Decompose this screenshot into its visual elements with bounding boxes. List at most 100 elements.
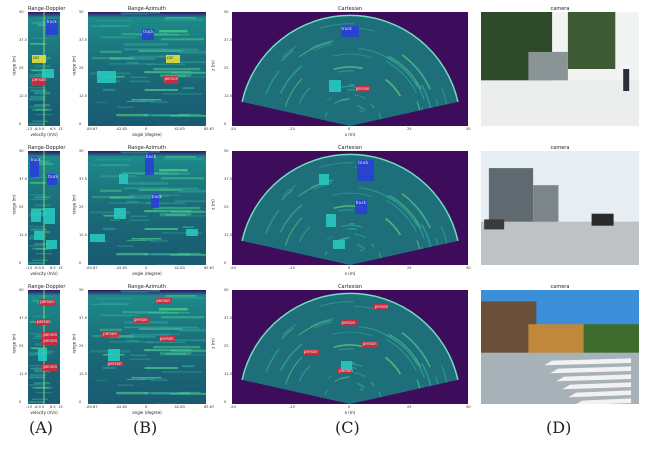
- detection-label: truck: [151, 194, 162, 200]
- y-tick-label: 50: [19, 10, 24, 14]
- y-axis-label: range (m): [11, 194, 17, 215]
- x-axis-label: angle (degree): [132, 410, 162, 415]
- x-tick-label: -42.83: [115, 405, 128, 409]
- detection-label: person: [43, 337, 58, 343]
- y-tick-label: 37.5: [224, 177, 233, 181]
- plot-area: truck truck: [232, 151, 468, 265]
- panel-title: Range-Azimuth: [127, 284, 167, 290]
- heatmap-texture: [28, 290, 60, 404]
- y-axis-label: range (m): [71, 194, 77, 215]
- x-tick-label: -85.67: [86, 266, 98, 270]
- panel-c-row-1: Cartesian truck person 50 37.5 25 12.5 0 -50 -25 0…: [211, 6, 472, 146]
- panel-a-row-2: Range-Doppler truck truck 50 37.5 25 12.5 0 -13-…: [10, 145, 65, 285]
- detection-label: person: [164, 75, 179, 81]
- detection-box: [45, 239, 57, 250]
- x-tick-label: -6.5: [34, 266, 42, 270]
- detection-label: truck: [358, 160, 369, 166]
- x-tick-label: 85.67: [204, 405, 215, 409]
- detection-label: person: [156, 297, 170, 303]
- detection-label: person: [107, 360, 122, 366]
- detection-box: truck: [144, 154, 156, 175]
- detection-box: [31, 210, 41, 222]
- x-tick-label: 6.5: [50, 266, 56, 270]
- detection-box: [42, 69, 54, 79]
- y-tick-label: 37.5: [79, 316, 88, 320]
- detection-box: truck: [357, 160, 374, 181]
- y-tick-label: 12.5: [79, 233, 88, 237]
- x-tick-label: -13: [26, 127, 32, 131]
- detection-box: person: [340, 319, 358, 326]
- detection-box: [118, 173, 129, 185]
- y-axis-label: range (m): [11, 55, 17, 76]
- plot-area: person person person person person: [88, 290, 206, 404]
- plot-area: person person person person person: [232, 290, 468, 404]
- y-tick-label: 50: [19, 149, 24, 153]
- y-tick-label: 37.5: [224, 38, 233, 42]
- detection-label: truck: [145, 154, 156, 160]
- plot-area: truck person: [232, 12, 468, 126]
- panel-d-row-2: camera: [481, 145, 639, 273]
- x-tick-label: 42.83: [174, 127, 185, 131]
- x-tick-label: -50: [230, 405, 236, 409]
- detection-box: car: [165, 55, 181, 64]
- detection-box: person: [163, 75, 179, 84]
- x-tick-label: 6.5: [50, 127, 56, 131]
- panel-title: Cartesian: [338, 284, 362, 290]
- y-tick-label: 12.5: [224, 372, 233, 376]
- y-axis-label: range (m): [71, 333, 77, 354]
- detection-label: person: [43, 332, 58, 338]
- detection-label: person: [159, 335, 174, 341]
- y-tick-label: 0: [79, 261, 82, 265]
- detection-label: truck: [143, 29, 154, 35]
- detection-label: person: [303, 349, 318, 355]
- detection-label: truck: [46, 18, 57, 24]
- panel-title: Range-Azimuth: [127, 6, 167, 12]
- y-tick-label: 50: [79, 149, 84, 153]
- y-tick-label: 0: [19, 261, 22, 265]
- y-tick-label: 25: [79, 66, 84, 70]
- detection-box: car: [31, 55, 47, 64]
- panel-title: Range-Doppler: [28, 6, 66, 12]
- detection-box: person: [106, 360, 124, 367]
- detection-label: car: [32, 55, 40, 61]
- plot-area: truck truck: [28, 151, 60, 265]
- panel-title: camera: [550, 6, 570, 12]
- heatmap-texture: [88, 290, 206, 404]
- x-tick-label: -13: [26, 405, 32, 409]
- camera-image: [481, 12, 639, 126]
- x-tick-label: -42.83: [115, 127, 128, 131]
- x-tick-label: 42.83: [174, 266, 185, 270]
- x-tick-label: -50: [230, 266, 236, 270]
- detection-box: person: [42, 332, 58, 339]
- panel-title: Range-Azimuth: [127, 145, 167, 151]
- y-tick-label: 12.5: [19, 372, 28, 376]
- y-axis-label: range (m): [11, 333, 17, 354]
- y-tick-label: 12.5: [19, 94, 28, 98]
- detection-box: [319, 173, 329, 186]
- x-tick-label: 85.67: [204, 127, 215, 131]
- panel-d-row-3: camera: [481, 284, 639, 412]
- detection-box: truck: [354, 200, 367, 214]
- detection-box: truck: [45, 18, 58, 35]
- y-tick-label: 37.5: [79, 177, 88, 181]
- x-tick-label: -42.83: [115, 266, 128, 270]
- y-tick-label: 25: [19, 205, 24, 209]
- y-tick-label: 50: [224, 288, 229, 292]
- y-tick-label: 50: [19, 288, 24, 292]
- detection-box: person: [155, 297, 172, 304]
- y-tick-label: 37.5: [79, 38, 88, 42]
- y-tick-label: 50: [224, 10, 229, 14]
- x-tick-label: -25: [289, 127, 295, 131]
- y-tick-label: 12.5: [224, 233, 233, 237]
- y-tick-label: 25: [224, 205, 229, 209]
- x-tick-label: 0: [42, 266, 45, 270]
- caption-c: (C): [335, 418, 360, 437]
- detection-label: person: [40, 299, 54, 305]
- y-tick-label: 0: [224, 261, 227, 265]
- x-tick-label: 13: [58, 405, 63, 409]
- y-tick-label: 37.5: [19, 316, 28, 320]
- detection-label: truck: [48, 173, 59, 179]
- panel-c-row-2: Cartesian truck truck 50 37.5 25 12.5 0 -50 -25 0 2…: [211, 145, 472, 285]
- detection-label: truck: [341, 25, 352, 31]
- y-tick-label: 50: [79, 10, 84, 14]
